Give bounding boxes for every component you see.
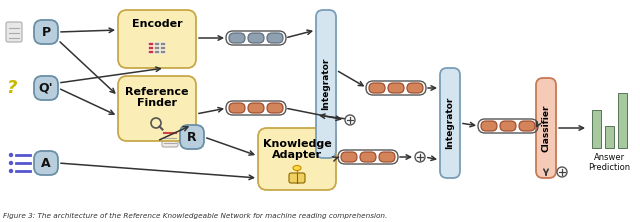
FancyBboxPatch shape <box>248 103 264 113</box>
Bar <box>148 46 153 49</box>
Text: Integrator: Integrator <box>445 97 454 149</box>
FancyBboxPatch shape <box>162 127 178 147</box>
FancyBboxPatch shape <box>34 20 58 44</box>
Bar <box>160 46 165 49</box>
Bar <box>154 42 159 45</box>
Text: Knowledge: Knowledge <box>262 139 332 149</box>
Bar <box>618 93 627 148</box>
FancyBboxPatch shape <box>267 33 283 43</box>
FancyBboxPatch shape <box>500 121 516 131</box>
FancyBboxPatch shape <box>440 68 460 178</box>
Circle shape <box>9 169 13 173</box>
FancyBboxPatch shape <box>360 152 376 162</box>
Text: Integrator: Integrator <box>321 58 330 110</box>
FancyBboxPatch shape <box>118 76 196 141</box>
Bar <box>154 50 159 53</box>
Text: ?: ? <box>6 79 16 97</box>
Text: Adapter: Adapter <box>272 150 322 160</box>
Ellipse shape <box>293 165 301 170</box>
Bar <box>592 110 601 148</box>
Text: R: R <box>187 131 197 143</box>
FancyBboxPatch shape <box>369 83 385 93</box>
FancyBboxPatch shape <box>289 173 305 183</box>
FancyBboxPatch shape <box>34 151 58 175</box>
FancyBboxPatch shape <box>316 10 336 158</box>
FancyBboxPatch shape <box>536 78 556 178</box>
Circle shape <box>557 167 567 177</box>
FancyBboxPatch shape <box>341 152 357 162</box>
Text: Classifier: Classifier <box>541 104 550 152</box>
Text: P: P <box>42 26 51 38</box>
FancyBboxPatch shape <box>248 33 264 43</box>
Circle shape <box>415 152 425 162</box>
Text: Encoder: Encoder <box>132 19 182 29</box>
FancyBboxPatch shape <box>519 121 535 131</box>
Text: Finder: Finder <box>137 98 177 108</box>
FancyBboxPatch shape <box>407 83 423 93</box>
Text: A: A <box>41 157 51 170</box>
FancyBboxPatch shape <box>379 152 395 162</box>
FancyBboxPatch shape <box>34 76 58 100</box>
FancyBboxPatch shape <box>267 103 283 113</box>
FancyBboxPatch shape <box>229 103 245 113</box>
Circle shape <box>9 153 13 157</box>
Circle shape <box>345 115 355 125</box>
FancyBboxPatch shape <box>229 33 245 43</box>
Text: Reference: Reference <box>125 87 189 97</box>
Bar <box>160 42 165 45</box>
FancyBboxPatch shape <box>258 128 336 190</box>
Text: Answer
Prediction: Answer Prediction <box>588 153 630 172</box>
Bar <box>160 50 165 53</box>
Circle shape <box>9 161 13 165</box>
Bar <box>154 46 159 49</box>
FancyBboxPatch shape <box>481 121 497 131</box>
FancyBboxPatch shape <box>180 125 204 149</box>
Bar <box>148 50 153 53</box>
Text: Q': Q' <box>38 81 53 95</box>
Text: Figure 3: The architecture of the Reference Knowledgeable Network for machine re: Figure 3: The architecture of the Refere… <box>3 213 387 219</box>
FancyBboxPatch shape <box>6 22 22 42</box>
FancyBboxPatch shape <box>118 10 196 68</box>
Bar <box>605 126 614 148</box>
FancyBboxPatch shape <box>388 83 404 93</box>
Bar <box>148 42 153 45</box>
